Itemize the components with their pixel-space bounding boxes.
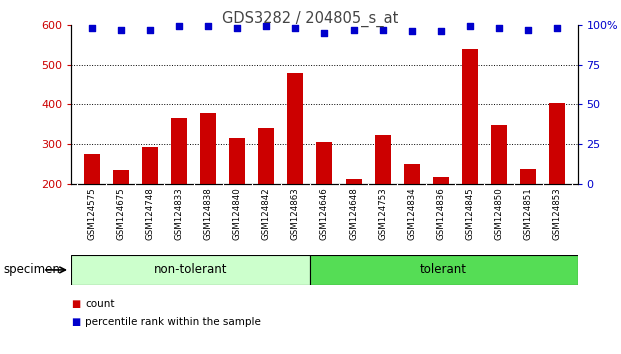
Text: GSM124648: GSM124648: [349, 188, 358, 240]
Bar: [229, 138, 245, 184]
Text: GSM124833: GSM124833: [175, 188, 184, 240]
Point: [436, 28, 446, 34]
Text: GSM124845: GSM124845: [465, 188, 474, 240]
Bar: [520, 169, 536, 184]
Bar: [462, 48, 478, 184]
Text: GSM124834: GSM124834: [407, 188, 416, 240]
Point: [145, 27, 155, 32]
Point: [261, 23, 271, 29]
Bar: [433, 177, 449, 184]
Text: GSM124836: GSM124836: [437, 188, 445, 240]
Point: [320, 30, 330, 35]
Point: [203, 23, 213, 29]
Point: [116, 27, 126, 32]
Point: [494, 25, 504, 31]
Text: GSM124842: GSM124842: [262, 188, 271, 240]
Bar: [113, 170, 129, 184]
Bar: [200, 113, 216, 184]
Point: [348, 27, 358, 32]
Point: [465, 23, 475, 29]
Bar: [491, 125, 507, 184]
Text: specimen: specimen: [3, 263, 60, 276]
Bar: [288, 73, 304, 184]
Text: percentile rank within the sample: percentile rank within the sample: [85, 317, 261, 327]
Bar: [404, 164, 420, 184]
Point: [87, 25, 97, 31]
Point: [291, 25, 301, 31]
Point: [407, 28, 417, 34]
Text: GSM124575: GSM124575: [88, 188, 96, 240]
Point: [552, 25, 562, 31]
Text: count: count: [85, 299, 115, 309]
Text: GSM124646: GSM124646: [320, 188, 329, 240]
Text: ■: ■: [71, 317, 81, 327]
Text: GSM124748: GSM124748: [145, 188, 155, 240]
Point: [523, 27, 533, 32]
Text: tolerant: tolerant: [420, 263, 467, 276]
Text: GSM124838: GSM124838: [204, 188, 212, 240]
Point: [378, 27, 388, 32]
Text: GSM124675: GSM124675: [116, 188, 125, 240]
Bar: [84, 154, 100, 184]
Text: GSM124850: GSM124850: [494, 188, 504, 240]
Bar: [258, 128, 274, 184]
FancyBboxPatch shape: [310, 255, 578, 285]
Text: GSM124851: GSM124851: [524, 188, 533, 240]
Bar: [171, 118, 187, 184]
Text: GSM124863: GSM124863: [291, 188, 300, 240]
Text: GSM124853: GSM124853: [553, 188, 561, 240]
Text: GSM124840: GSM124840: [233, 188, 242, 240]
Bar: [374, 136, 391, 184]
FancyBboxPatch shape: [71, 255, 310, 285]
Bar: [549, 103, 565, 184]
Bar: [345, 179, 361, 184]
Point: [174, 23, 184, 29]
Bar: [142, 147, 158, 184]
Bar: [317, 142, 332, 184]
Point: [232, 25, 242, 31]
Text: ■: ■: [71, 299, 81, 309]
Text: GSM124753: GSM124753: [378, 188, 387, 240]
Text: non-tolerant: non-tolerant: [154, 263, 227, 276]
Text: GDS3282 / 204805_s_at: GDS3282 / 204805_s_at: [222, 11, 399, 27]
